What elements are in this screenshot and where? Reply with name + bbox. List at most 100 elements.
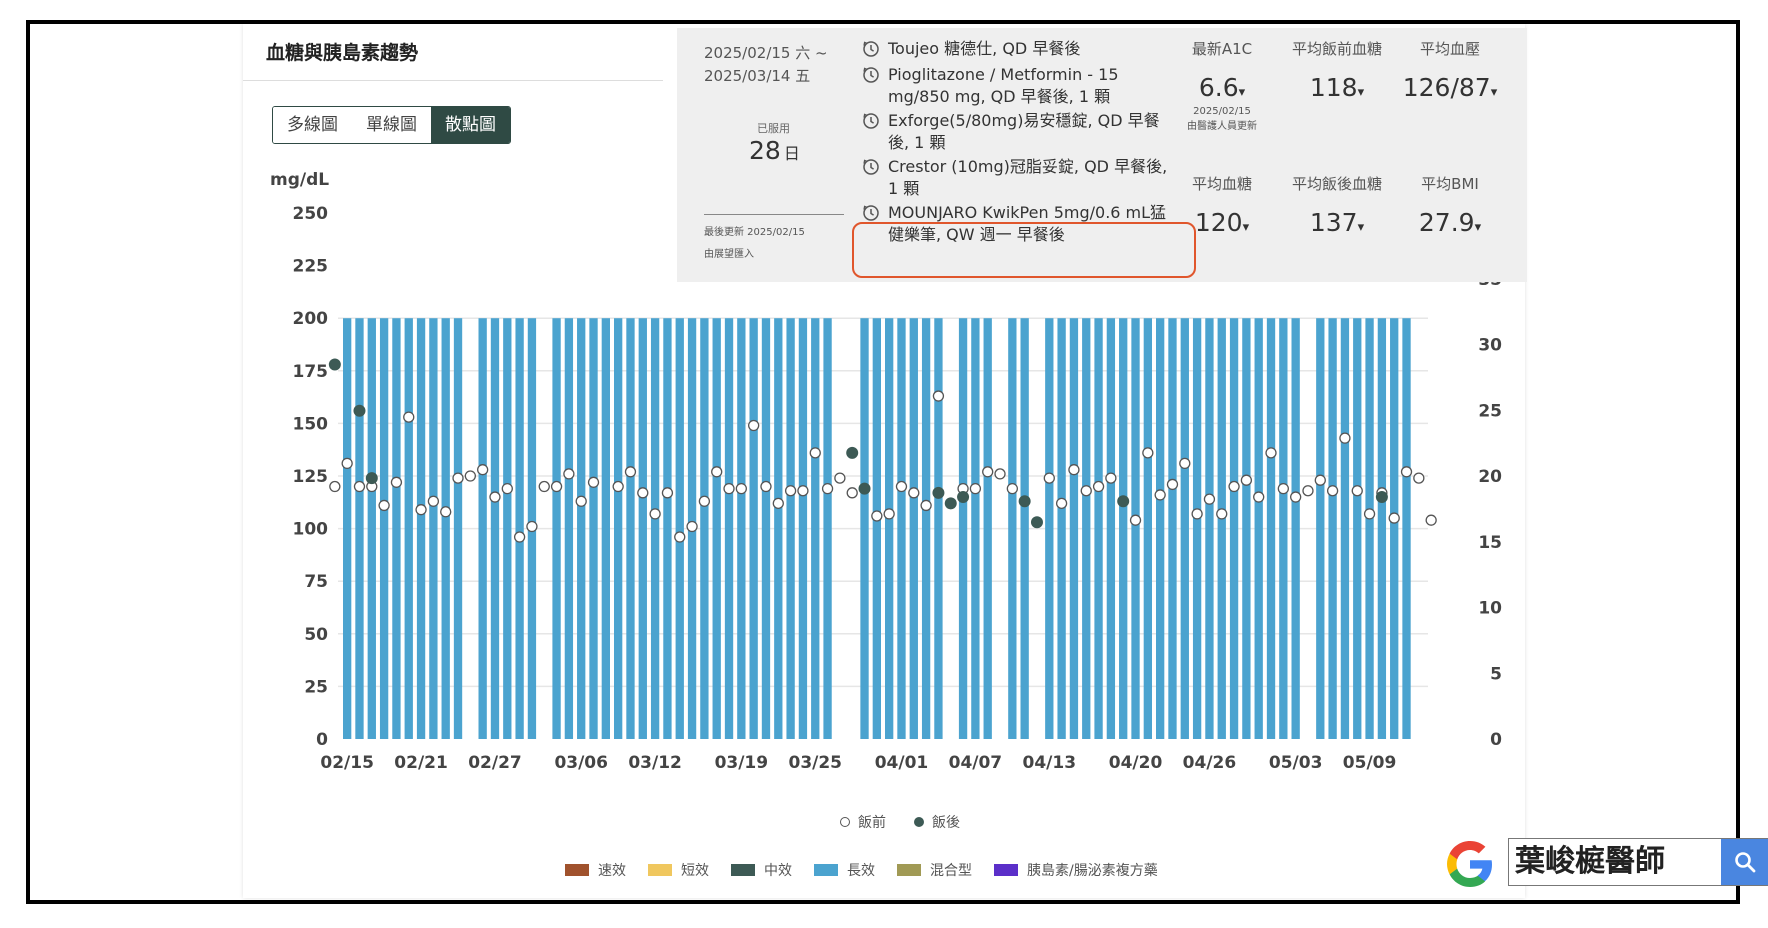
stat-label: 平均血壓 bbox=[1419, 40, 1480, 58]
glucose-point-pre-meal bbox=[1290, 491, 1302, 503]
insulin-bar bbox=[1242, 318, 1251, 739]
dropdown-arrow-icon: ▾ bbox=[1357, 220, 1365, 235]
insulin-bar bbox=[811, 318, 820, 739]
glucose-point-pre-meal bbox=[341, 457, 353, 470]
y-tick-label: 100 bbox=[293, 520, 329, 540]
stat-block: 平均BMI 27.9▾ bbox=[1390, 173, 1510, 237]
glucose-point-pre-meal bbox=[452, 472, 464, 484]
legend-item[interactable]: 飯前 bbox=[840, 812, 886, 832]
search-button[interactable] bbox=[1721, 839, 1768, 885]
insulin-bar bbox=[1266, 318, 1276, 739]
legend-item[interactable]: 長效 bbox=[814, 860, 875, 880]
insulin-bar bbox=[626, 318, 635, 739]
glucose-point-pre-meal bbox=[994, 468, 1006, 480]
legend-label: 長效 bbox=[847, 863, 875, 879]
y2-tick-label: 20 bbox=[1478, 467, 1502, 487]
google-logo-icon bbox=[1447, 841, 1492, 887]
days-used-number: 28 bbox=[749, 136, 781, 165]
stat-value[interactable]: 118▾ bbox=[1309, 73, 1365, 102]
insulin-bar bbox=[1217, 318, 1226, 739]
insulin-bar bbox=[909, 318, 918, 739]
insulin-bar bbox=[663, 318, 672, 739]
insulin-bar bbox=[1365, 318, 1374, 739]
stat-label: 平均血糖 bbox=[1191, 175, 1252, 193]
y-tick-label: 250 bbox=[293, 204, 329, 224]
glucose-point-pre-meal bbox=[1228, 480, 1240, 493]
insulin-bar bbox=[1180, 318, 1189, 739]
tab-scatter[interactable]: 散點圖 bbox=[431, 107, 510, 143]
glucose-point-pre-meal bbox=[489, 491, 501, 503]
insulin-bar bbox=[614, 318, 623, 739]
medication-item[interactable]: MOUNJARO KwikPen 5mg/0.6 mL猛健樂筆, QW 週一 早… bbox=[862, 202, 1172, 246]
glucose-point-pre-meal bbox=[1043, 472, 1055, 484]
insulin-bar bbox=[712, 318, 721, 739]
legend-item[interactable]: 速效 bbox=[565, 860, 626, 880]
stat-value[interactable]: 137▾ bbox=[1309, 208, 1365, 237]
y-tick-label: 200 bbox=[293, 309, 329, 329]
stat-block: 最新A1C 6.6▾ 2025/02/15 由醫護人員更新 bbox=[1162, 38, 1282, 134]
glucose-point-pre-meal bbox=[1277, 482, 1289, 495]
y2-tick-label: 30 bbox=[1478, 336, 1502, 356]
legend-item[interactable]: 混合型 bbox=[897, 860, 972, 880]
legend-swatch bbox=[897, 864, 921, 876]
legend-item[interactable]: 飯後 bbox=[914, 812, 960, 832]
tab-single-line[interactable]: 單線圖 bbox=[352, 107, 431, 143]
glucose-point-pre-meal bbox=[1400, 466, 1413, 478]
glucose-point-pre-meal bbox=[353, 480, 366, 493]
y2-tick-label: 25 bbox=[1478, 401, 1502, 421]
insulin-bar bbox=[1094, 318, 1103, 739]
stat-value[interactable]: 6.6▾ bbox=[1198, 73, 1246, 102]
glucose-point-pre-meal bbox=[1092, 480, 1105, 493]
legend-swatch bbox=[648, 864, 672, 876]
glucose-point-pre-meal bbox=[329, 480, 341, 493]
medication-item[interactable]: Crestor (10mg)冠脂妥錠, QD 早餐後, 1 顆 bbox=[862, 156, 1172, 200]
legend-item[interactable]: 中效 bbox=[731, 860, 792, 880]
insulin-bar bbox=[1082, 318, 1091, 739]
stat-value[interactable]: 27.9▾ bbox=[1418, 208, 1482, 237]
glucose-point-pre-meal bbox=[723, 482, 735, 495]
legend-marker bbox=[914, 817, 924, 827]
y2-tick-label: 15 bbox=[1478, 533, 1502, 553]
insulin-bar bbox=[1143, 318, 1152, 739]
insulin-bar bbox=[367, 318, 376, 739]
insulin-bar bbox=[1119, 318, 1128, 739]
stat-value[interactable]: 120▾ bbox=[1194, 208, 1250, 237]
legend-item[interactable]: 短效 bbox=[648, 860, 709, 880]
days-used-unit: 日 bbox=[783, 144, 800, 163]
medication-item[interactable]: Exforge(5/80mg)易安穩錠, QD 早餐後, 1 顆 bbox=[862, 110, 1172, 154]
stat-label: 平均BMI bbox=[1421, 175, 1479, 193]
glucose-point-pre-meal bbox=[1265, 447, 1277, 459]
medication-item[interactable]: Toujeo 糖德仕, QD 早餐後 bbox=[862, 38, 1172, 60]
insulin-bar bbox=[552, 318, 561, 739]
search-bar[interactable]: 葉峻榳醫師 bbox=[1508, 838, 1768, 886]
tab-multi-line[interactable]: 多線圖 bbox=[273, 107, 352, 143]
glucose-point-post-meal bbox=[858, 482, 871, 495]
x-tick-label: 04/26 bbox=[1183, 753, 1237, 773]
days-used-label: 已服用 bbox=[757, 122, 790, 135]
glucose-point-pre-meal bbox=[1055, 497, 1068, 510]
legend-swatch bbox=[565, 864, 589, 876]
insulin-bar bbox=[379, 318, 389, 739]
y-tick-label: 50 bbox=[304, 625, 328, 645]
insulin-bar bbox=[934, 318, 943, 739]
insulin-bar bbox=[958, 318, 968, 739]
y-tick-label: 0 bbox=[316, 730, 328, 750]
x-tick-label: 02/21 bbox=[394, 753, 448, 773]
stat-value[interactable]: 126/87▾ bbox=[1402, 73, 1498, 102]
insulin-bar bbox=[1131, 318, 1140, 739]
medication-text: Crestor (10mg)冠脂妥錠, QD 早餐後, 1 顆 bbox=[888, 157, 1168, 198]
x-tick-label: 02/15 bbox=[320, 753, 374, 773]
glucose-point-pre-meal bbox=[760, 480, 772, 493]
period-start: 2025/02/15 六 ~ bbox=[704, 44, 828, 62]
glucose-point-pre-meal bbox=[612, 480, 624, 493]
insulin-bar bbox=[1229, 318, 1239, 739]
legend-item[interactable]: 胰島素/腸泌素複方藥 bbox=[994, 860, 1158, 880]
x-tick-label: 03/19 bbox=[715, 753, 769, 773]
y-tick-label: 225 bbox=[293, 257, 329, 277]
glucose-point-pre-meal bbox=[711, 466, 723, 478]
glucose-point-pre-meal bbox=[772, 497, 784, 510]
medication-item[interactable]: Pioglitazone / Metformin - 15 mg/850 mg,… bbox=[862, 64, 1172, 108]
insulin-legend: 速效 短效 中效 長效 混合型 胰島素/腸泌素複方藥 bbox=[565, 860, 1158, 880]
insulin-bar bbox=[971, 318, 980, 739]
panel-divider bbox=[704, 214, 844, 215]
